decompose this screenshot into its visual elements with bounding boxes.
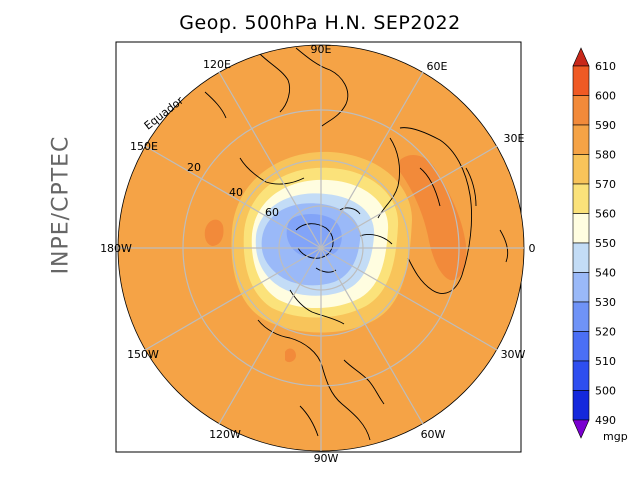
colorbar-bottom-triangle	[572, 419, 590, 439]
colorbar-level-label: 580	[595, 149, 616, 162]
colorbar-level-label: 490	[595, 414, 616, 427]
colorbar-band	[572, 331, 590, 362]
colorbar-level-label: 520	[595, 326, 616, 339]
field-high-590-south	[285, 348, 296, 363]
lon-label-0: 0	[529, 242, 536, 255]
coastlines	[204, 47, 509, 441]
lat-label-60: 60	[265, 206, 279, 219]
lon-label-180w: 180W	[100, 242, 132, 255]
colorbar-level-label: 590	[595, 119, 616, 132]
colorbar-unit: mgp	[603, 430, 628, 443]
lat-label-20: 20	[187, 161, 201, 174]
colorbar-top-triangle	[572, 47, 590, 67]
field-high-590-east	[400, 155, 467, 281]
colorbar-level-label: 550	[595, 237, 616, 250]
colorbar-band	[572, 242, 590, 273]
lon-label-120w: 120W	[209, 428, 241, 441]
graticule	[117, 44, 525, 452]
colorbar-band	[572, 213, 590, 244]
lon-label-90e: 90E	[311, 43, 332, 56]
colorbar-level-label: 540	[595, 267, 616, 280]
colorbar-band	[572, 301, 590, 332]
lon-label-60e: 60E	[427, 60, 448, 73]
colorbar-level-label: 500	[595, 385, 616, 398]
colorbar-level-label: 560	[595, 208, 616, 221]
colorbar-band	[572, 272, 590, 303]
colorbar-level-label: 510	[595, 355, 616, 368]
colorbar-band	[572, 183, 590, 214]
lon-label-30w: 30W	[501, 348, 526, 361]
colorbar-band	[572, 65, 590, 96]
colorbar-band	[572, 390, 590, 421]
lon-label-150w: 150W	[127, 348, 159, 361]
colorbar-band	[572, 360, 590, 391]
lat-label-40: 40	[229, 186, 243, 199]
lon-label-150e: 150E	[130, 140, 158, 153]
colorbar-level-label: 610	[595, 60, 616, 73]
colorbar-band	[572, 95, 590, 126]
colorbar-band	[572, 124, 590, 155]
lon-label-60w: 60W	[421, 428, 446, 441]
lon-label-30e: 30E	[504, 132, 525, 145]
map-title: Geop. 500hPa H.N. SEP2022	[179, 12, 461, 34]
field-high-590-pacific	[204, 219, 224, 246]
colorbar-level-label: 570	[595, 178, 616, 191]
colorbar-band	[572, 154, 590, 185]
lon-label-120e: 120E	[203, 58, 231, 71]
colorbar-level-label: 600	[595, 90, 616, 103]
colorbar-level-label: 530	[595, 296, 616, 309]
lon-label-90w: 90W	[314, 452, 339, 465]
